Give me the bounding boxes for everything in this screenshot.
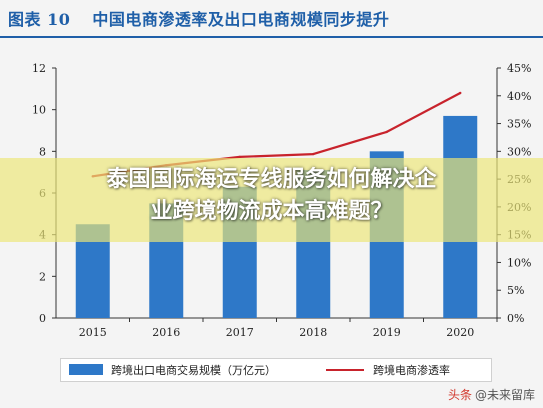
headline-line-2: 业跨境物流成本高难题？ — [150, 199, 393, 224]
headline-banner — [0, 158, 543, 242]
watermark-account: @未来留库 — [474, 388, 535, 402]
x-axis-tick-label: 2017 — [226, 326, 254, 339]
figure-title: 中国电商渗透率及出口电商规模同步提升 — [92, 10, 390, 29]
left-axis-tick-label: 10 — [32, 104, 46, 117]
legend-bar-label: 跨境出口电商交易规模（万亿元） — [111, 364, 276, 377]
legend-line-swatch — [326, 369, 364, 371]
right-axis-tick-label: 10% — [507, 256, 531, 269]
right-axis-tick-label: 45% — [507, 62, 531, 75]
x-axis-tick-label: 2015 — [79, 326, 107, 339]
chart-title: 图表 10 中国电商渗透率及出口电商规模同步提升 — [8, 6, 390, 29]
legend-line-label: 跨境电商渗透率 — [373, 364, 450, 377]
right-axis-tick-label: 5% — [507, 284, 524, 297]
x-axis-tick-label: 2020 — [446, 326, 474, 339]
line-point-2017 — [238, 155, 241, 159]
x-axis-tick-label: 2018 — [299, 326, 327, 339]
right-axis-tick-label: 0% — [507, 312, 524, 325]
chart-legend: 跨境出口电商交易规模（万亿元） 跨境电商渗透率 — [60, 358, 492, 382]
right-axis-tick-label: 40% — [507, 90, 531, 103]
left-axis-tick-label: 12 — [32, 62, 46, 75]
title-divider — [0, 36, 543, 38]
right-axis-tick-label: 30% — [507, 145, 531, 158]
line-point-2020 — [459, 91, 462, 95]
watermark-brand: 头条 — [447, 388, 472, 402]
x-axis-tick-label: 2016 — [152, 326, 180, 339]
right-axis-tick-label: 35% — [507, 118, 531, 131]
left-axis-tick-label: 0 — [39, 312, 46, 325]
source-watermark: 头条 @未来留库 — [448, 386, 535, 403]
headline-overlay[interactable]: 泰国国际海运专线服务如何解决企 业跨境物流成本高难题？ — [0, 164, 543, 228]
headline-line-1: 泰国国际海运专线服务如何解决企 — [106, 167, 437, 192]
line-point-2019 — [385, 130, 388, 134]
legend-bar-swatch — [69, 364, 103, 375]
x-axis-tick-label: 2019 — [373, 326, 401, 339]
left-axis-tick-label: 2 — [39, 270, 46, 283]
line-point-2018 — [312, 152, 315, 156]
left-axis-tick-label: 8 — [39, 145, 46, 158]
figure-number: 图表 10 — [8, 10, 71, 29]
